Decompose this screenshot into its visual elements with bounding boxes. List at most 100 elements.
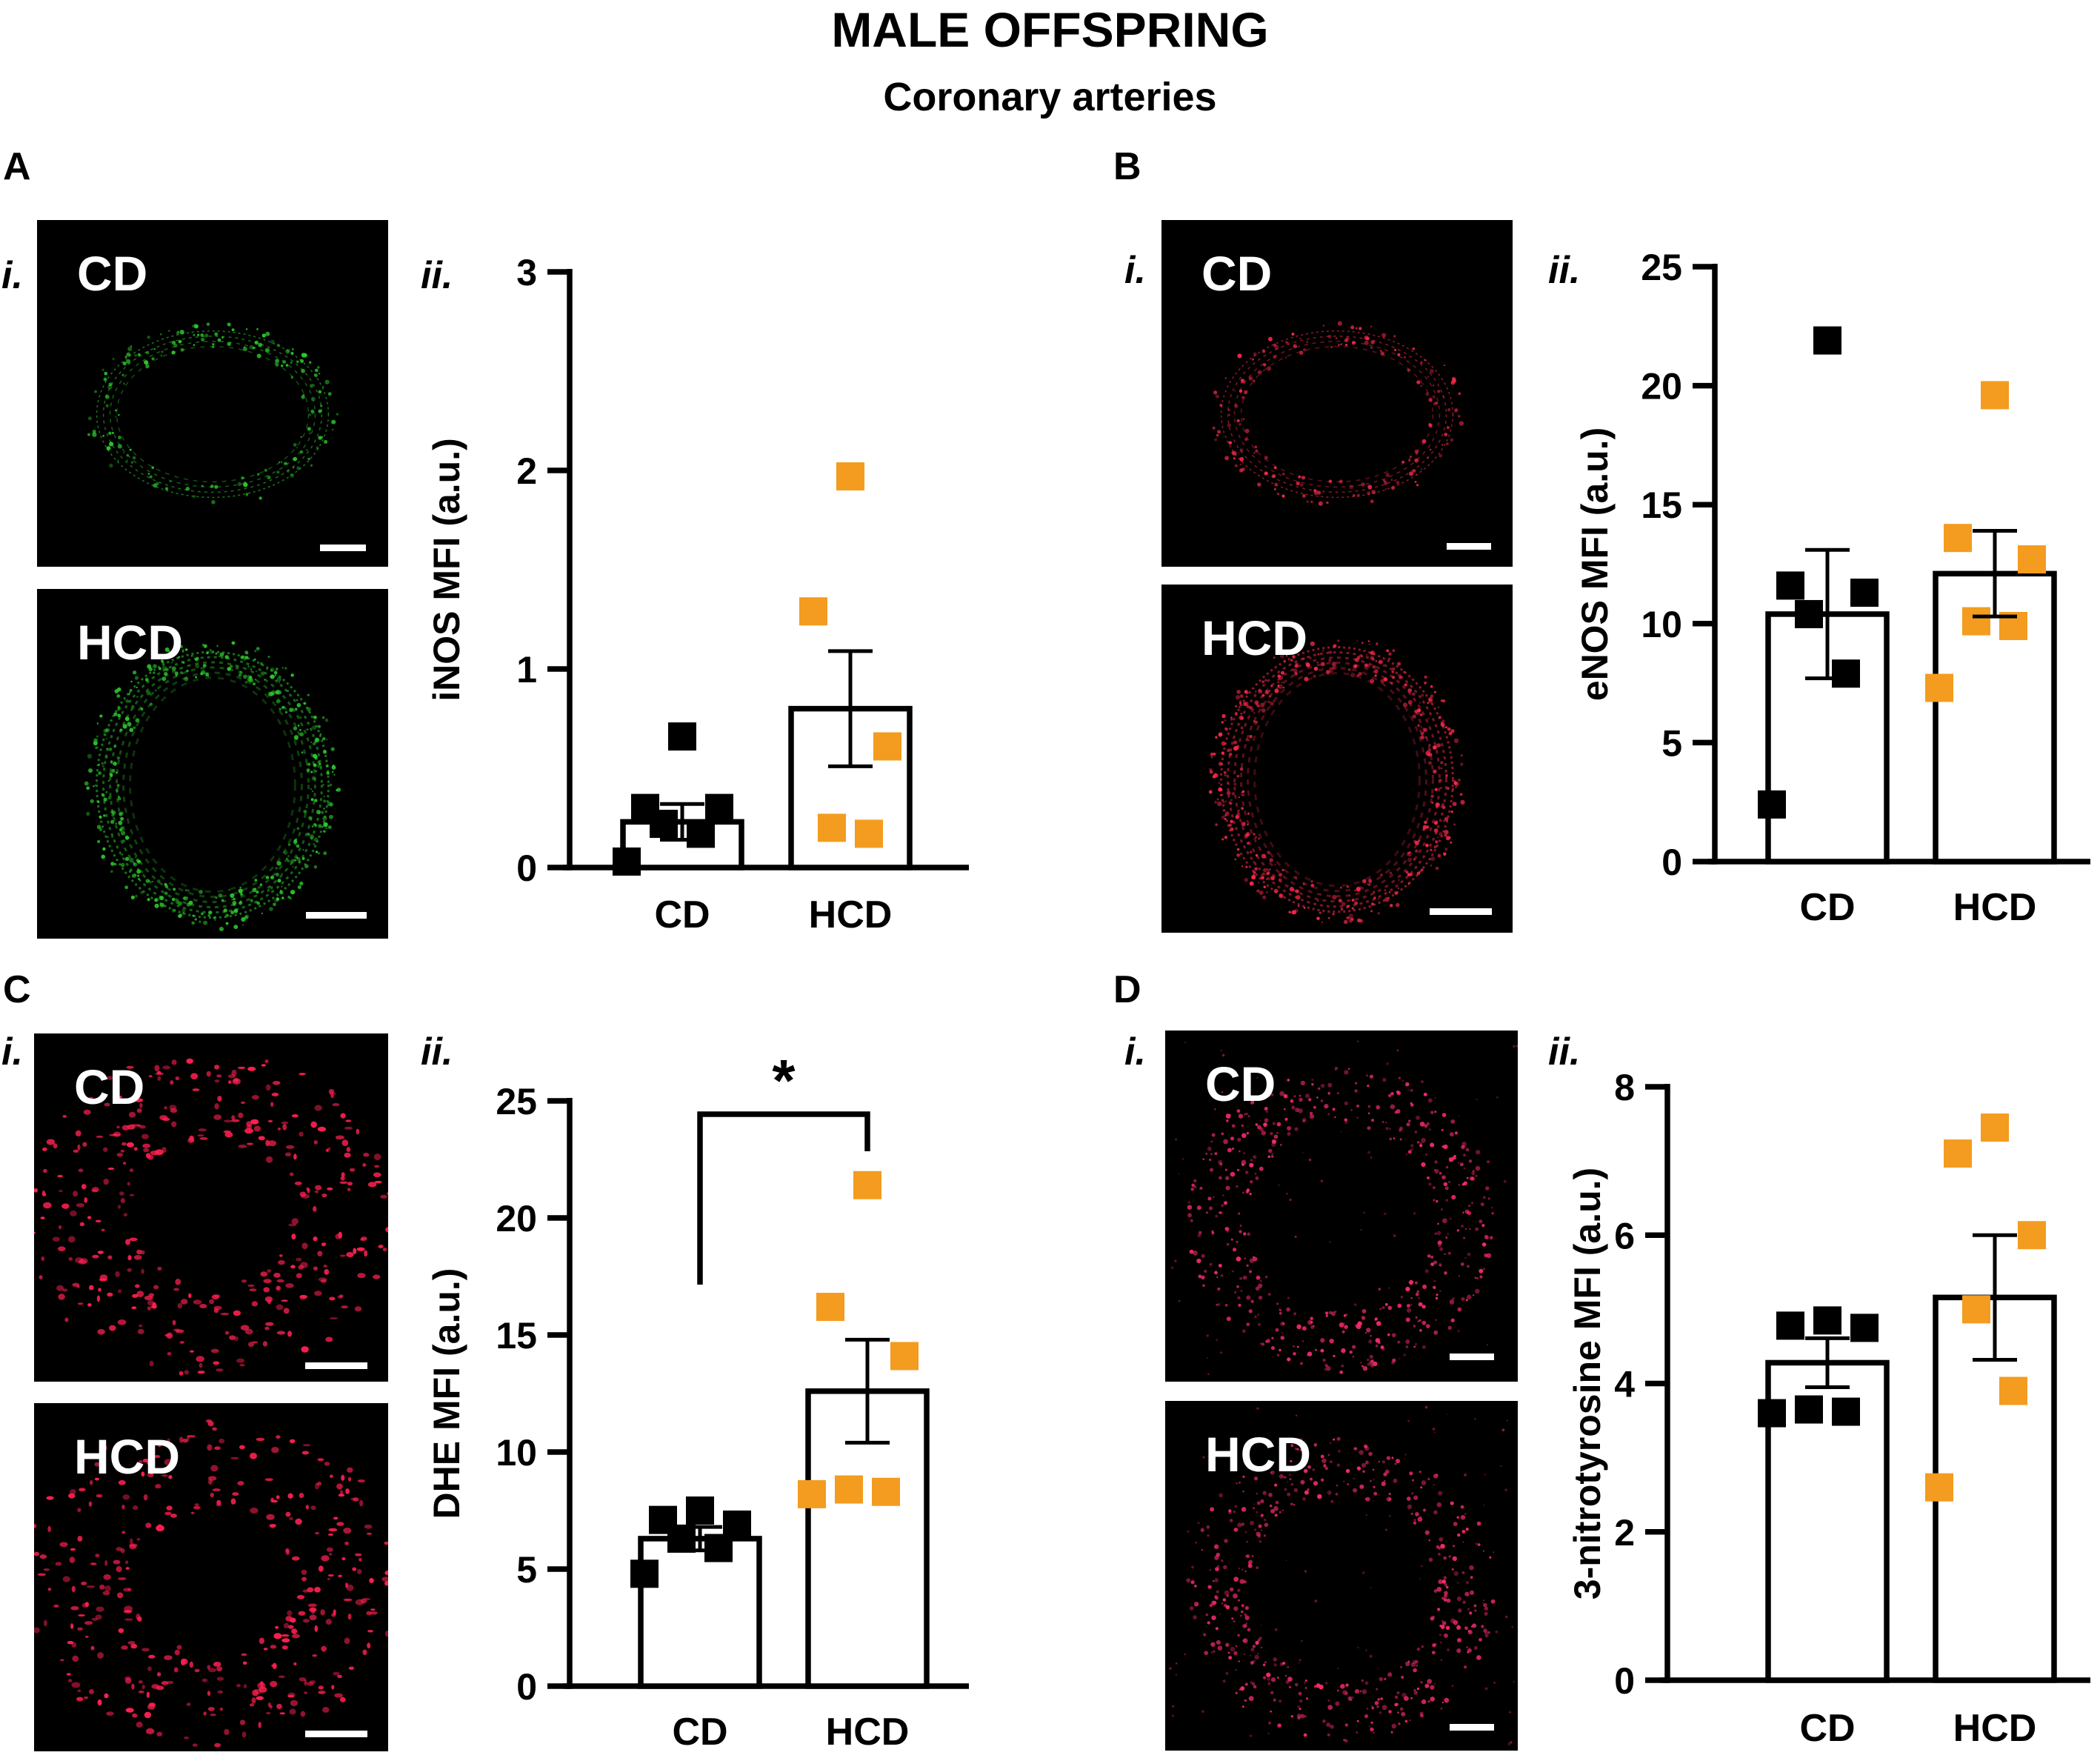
tissue-speck (1468, 1228, 1471, 1231)
nucleus-dot (87, 1303, 92, 1307)
tissue-speck (1343, 1314, 1347, 1317)
tissue-speck (181, 908, 186, 913)
data-point-cd (1776, 1311, 1804, 1340)
tissue-speck (1436, 1231, 1441, 1236)
nucleus-dot (318, 1691, 326, 1694)
tissue-speck (154, 903, 159, 908)
tissue-speck (1430, 794, 1434, 798)
tissue-ring (1253, 672, 1421, 888)
tissue-speck (1320, 662, 1325, 667)
tissue-speck (1273, 1134, 1279, 1139)
tissue-speck (1430, 685, 1433, 688)
tissue-speck (1279, 653, 1284, 659)
tissue-speck (179, 330, 184, 335)
nucleus-dot (67, 1236, 76, 1243)
background-speck (1178, 1173, 1180, 1175)
nucleus-dot (276, 1279, 284, 1283)
nucleus-dot (315, 1531, 320, 1535)
tissue-speck (1224, 727, 1227, 730)
tissue-speck (1457, 1162, 1460, 1164)
nucleus-dot (167, 1351, 172, 1356)
tissue-speck (1415, 1292, 1419, 1296)
nucleus-dot (192, 1743, 198, 1747)
tissue-speck (1354, 901, 1359, 905)
tissue-speck (130, 345, 133, 347)
tissue-speck (171, 666, 176, 671)
nucleus-dot (181, 1658, 188, 1665)
tissue-speck (1191, 1183, 1195, 1188)
nucleus-dot (88, 1096, 93, 1099)
tissue-speck (1334, 1067, 1339, 1071)
nucleus-dot (364, 1524, 373, 1529)
nucleus-dot (99, 1274, 108, 1280)
tissue-speck (1303, 907, 1306, 909)
tissue-speck (1214, 438, 1218, 442)
tissue-speck (1421, 693, 1424, 697)
tissue-speck (1482, 1196, 1486, 1199)
tissue-speck (1370, 1119, 1375, 1122)
tissue-speck (1245, 1190, 1249, 1193)
tissue-speck (1264, 456, 1268, 460)
background-speck (1190, 1219, 1193, 1222)
tissue-speck (1293, 344, 1297, 349)
nucleus-dot (246, 1142, 254, 1145)
nucleus-dot (281, 1638, 290, 1643)
tissue-speck (308, 413, 312, 416)
nucleus-dot (172, 1319, 176, 1325)
tissue-speck (1394, 348, 1397, 352)
nucleus-dot (76, 1697, 84, 1702)
nucleus-dot (370, 1608, 376, 1611)
tissue-speck (1418, 839, 1421, 842)
tissue-speck (1424, 682, 1427, 685)
tissue-speck (290, 473, 295, 478)
tissue-speck (92, 432, 97, 437)
background-speck (1260, 1342, 1263, 1345)
tissue-speck (97, 840, 101, 844)
nucleus-dot (264, 1478, 273, 1482)
tissue-speck (1427, 456, 1429, 459)
tissue-speck (1283, 1108, 1286, 1111)
tissue-speck (1221, 741, 1226, 746)
tissue-speck (195, 676, 198, 679)
nucleus-dot (146, 1728, 155, 1734)
nucleus-dot (325, 1619, 332, 1625)
nucleus-dot (387, 1191, 388, 1196)
tissue-speck (1241, 822, 1246, 827)
tissue-speck (1227, 748, 1230, 753)
tissue-speck (201, 485, 204, 487)
tissue-speck (111, 836, 113, 838)
tissue-speck (1241, 1163, 1244, 1166)
tissue-speck (1355, 327, 1358, 330)
tissue-speck (1252, 1099, 1255, 1102)
tissue-speck (1253, 1256, 1255, 1259)
tissue-speck (1384, 897, 1390, 902)
background-speck (1434, 1096, 1436, 1099)
tissue-speck (218, 893, 223, 898)
tissue-speck (254, 650, 257, 653)
tissue-speck (296, 844, 300, 848)
tissue-speck (1310, 1320, 1313, 1324)
tissue-speck (239, 886, 242, 889)
tissue-speck (1360, 886, 1364, 890)
tissue-speck (1281, 682, 1283, 684)
tissue-speck (1406, 1304, 1410, 1308)
nucleus-dot (62, 1576, 70, 1582)
nucleus-dot (152, 1302, 157, 1309)
background-speck (1311, 1078, 1314, 1081)
nucleus-dot (145, 1153, 151, 1159)
tissue-speck (285, 858, 289, 861)
nucleus-dot (127, 1268, 132, 1272)
tissue-speck (1224, 773, 1227, 777)
tissue-speck (276, 861, 281, 866)
tissue-speck (1392, 676, 1396, 679)
tissue-speck (1221, 721, 1224, 724)
nucleus-dot (91, 1617, 99, 1621)
tissue-speck (1225, 1185, 1230, 1191)
tissue-speck (275, 362, 279, 367)
background-speck (1226, 1113, 1228, 1116)
tissue-speck (1421, 1137, 1426, 1143)
tissue-speck (1445, 1236, 1448, 1239)
nucleus-dot (194, 1668, 200, 1673)
nucleus-dot (304, 1691, 307, 1694)
